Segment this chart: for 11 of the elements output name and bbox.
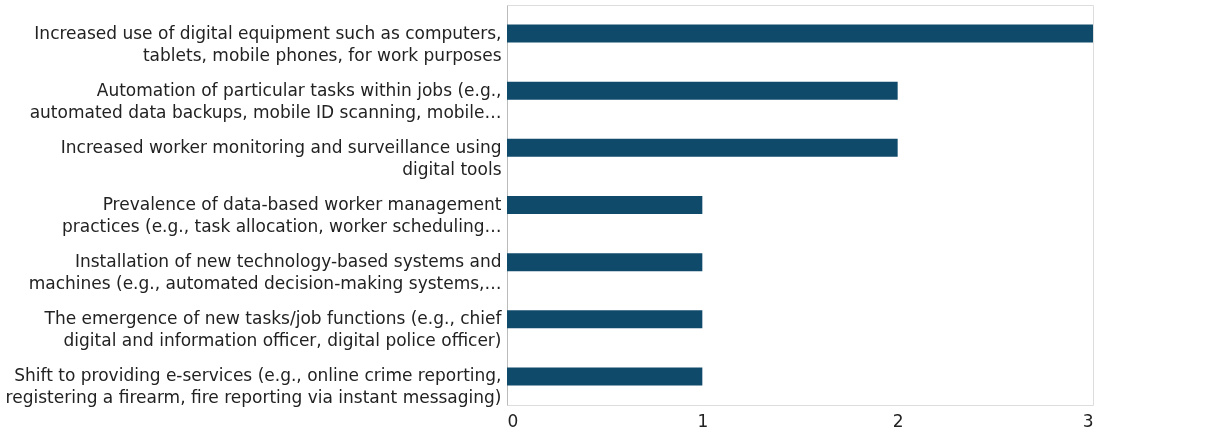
y-tick-label: The emergence of new tasks/job functions (e.g., chief digital and information officer, digital police officer) <box>43 308 503 351</box>
x-tick-label: 3 <box>1082 410 1094 431</box>
y-tick-label: Increased use of digital equipment such as computers, tablets, mobile phones, for work purposes <box>34 22 502 65</box>
y-tick-label: Prevalence of data-based worker management practices (e.g., task allocation, worker scheduling… <box>62 194 502 236</box>
y-tick-label: Automation of particular tasks within jobs (e.g., automated data backups, mobile ID scanning, mobile… <box>29 79 502 122</box>
y-tick-label: Increased worker monitoring and surveillance using digital tools <box>60 136 502 179</box>
x-tick-label: 0 <box>507 410 519 431</box>
y-tick-label: Shift to providing e-services (e.g., online crime reporting, registering a firearm, fire reporting via instant messaging) <box>5 365 502 408</box>
x-tick-label: 1 <box>697 410 709 431</box>
x-tick-label: 2 <box>892 410 904 431</box>
y-tick-label: Installation of new technology-based systems and machines (e.g., automated decision-making systems,… <box>28 251 502 294</box>
